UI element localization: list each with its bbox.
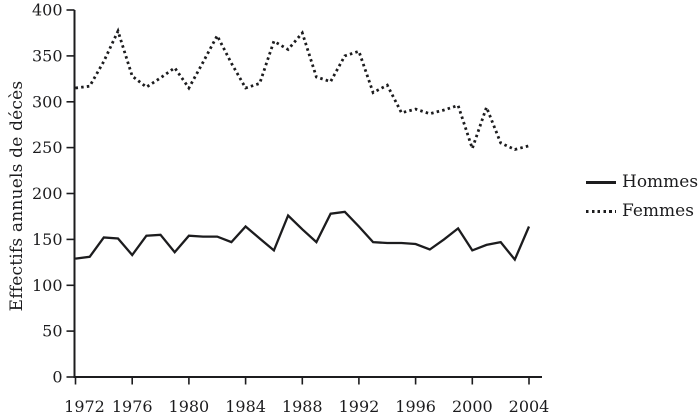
y-tick-label: 300 bbox=[32, 92, 63, 111]
y-tick-label: 250 bbox=[32, 138, 63, 157]
x-tick-label: 1976 bbox=[112, 397, 153, 416]
y-tick-label: 0 bbox=[52, 368, 62, 387]
legend-label-hommes: Hommes bbox=[622, 172, 698, 192]
x-tick-label: 1988 bbox=[282, 397, 323, 416]
dotted-line-swatch-icon bbox=[586, 210, 616, 213]
y-tick-label: 100 bbox=[32, 276, 63, 295]
series-line-femmes bbox=[75, 27, 530, 153]
series-line-hommes bbox=[75, 210, 531, 262]
legend-label-femmes: Femmes bbox=[622, 201, 694, 221]
x-tick-label: 1996 bbox=[395, 397, 436, 416]
x-tick-label: 1992 bbox=[339, 397, 380, 416]
legend-item-hommes: Hommes bbox=[586, 172, 698, 193]
legend-item-femmes: Femmes bbox=[586, 201, 698, 222]
y-tick-label: 50 bbox=[42, 322, 62, 341]
x-tick-label: 1980 bbox=[169, 397, 210, 416]
x-tick-label: 2004 bbox=[509, 397, 550, 416]
solid-line-swatch-icon bbox=[586, 181, 616, 184]
y-tick-label: 400 bbox=[32, 1, 63, 20]
x-tick-label: 1972 bbox=[64, 397, 105, 416]
x-tick-label: 2000 bbox=[452, 397, 493, 416]
legend: Hommes Femmes bbox=[586, 172, 698, 222]
x-tick-label: 1984 bbox=[225, 397, 266, 416]
y-tick-label: 150 bbox=[32, 230, 63, 249]
y-tick-label: 350 bbox=[32, 46, 63, 65]
y-tick-label: 200 bbox=[32, 184, 63, 203]
axes bbox=[73, 10, 542, 378]
y-axis-title: Effectifs annuels de décès bbox=[7, 80, 27, 312]
